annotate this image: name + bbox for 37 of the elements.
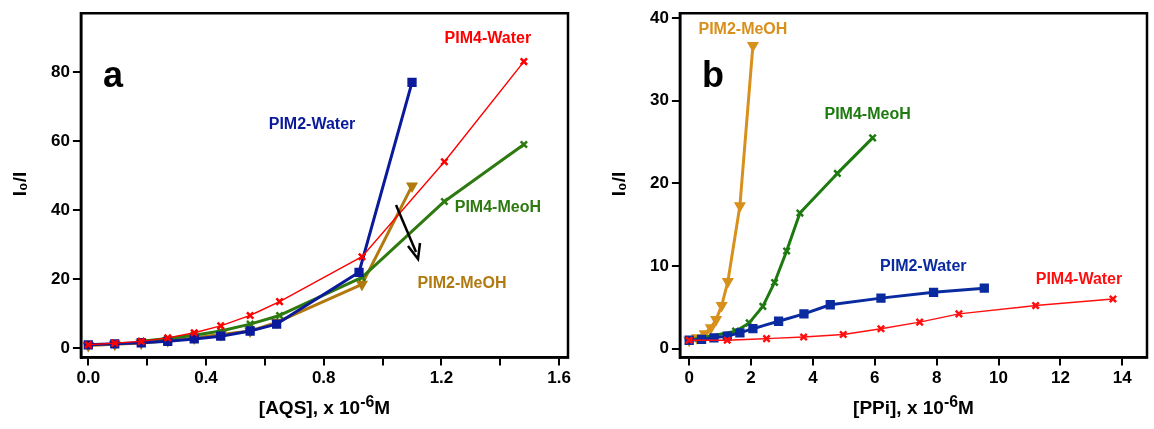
series-label: PIM4-MeoH <box>824 104 911 123</box>
x-axis-title: [PPi], x 10$^{-6}$M <box>852 393 975 420</box>
series-label: PIM2-Water <box>880 257 967 276</box>
y-tick-label: 0 <box>659 338 669 358</box>
text: PIM2-Water <box>268 115 356 134</box>
series-label: PIM4-MeoH <box>454 198 541 217</box>
y-tick-label: 20 <box>649 173 669 193</box>
text: PIM2-MeOH <box>417 273 507 292</box>
x-tick-label: 0.8 <box>311 368 336 388</box>
series-label: PIM4-Water <box>1035 269 1123 288</box>
x-tick-label: 10 <box>989 368 1008 388</box>
x-axis-title: [AQS], x 10$^{-6}$M <box>257 393 392 420</box>
y-tick-label: 10 <box>649 255 669 275</box>
y-tick-label: 80 <box>50 61 70 81</box>
x-tick-label: 6 <box>870 368 880 388</box>
text: b <box>701 54 724 97</box>
y-tick-label: 60 <box>50 130 70 150</box>
x-tick-label: 0 <box>684 368 694 388</box>
x-tick-label: 1.2 <box>429 368 454 388</box>
y-tick-label: 20 <box>50 268 70 288</box>
x-tick-label: 1.6 <box>547 368 571 388</box>
y-tick-label: 30 <box>649 90 669 110</box>
y-axis-title: I₀/I <box>608 172 631 197</box>
y-tick-label: 40 <box>649 7 669 27</box>
y-tick-label: 40 <box>50 199 70 219</box>
series-label: PIM2-MeOH <box>698 20 788 39</box>
x-tick-label: 8 <box>931 368 942 388</box>
x-tick-label: 0.4 <box>194 368 219 388</box>
x-tick-label: 14 <box>1112 368 1133 388</box>
text: a <box>102 54 123 97</box>
series-label: PIM4-Water <box>444 28 532 47</box>
x-tick-label: 4 <box>808 368 819 388</box>
x-tick-label: 2 <box>746 368 756 388</box>
y-axis-title: I₀/I <box>9 172 32 197</box>
x-tick-label: 0.0 <box>76 368 101 388</box>
y-tick-label: 0 <box>60 337 70 357</box>
x-tick-label: 12 <box>1050 368 1070 388</box>
